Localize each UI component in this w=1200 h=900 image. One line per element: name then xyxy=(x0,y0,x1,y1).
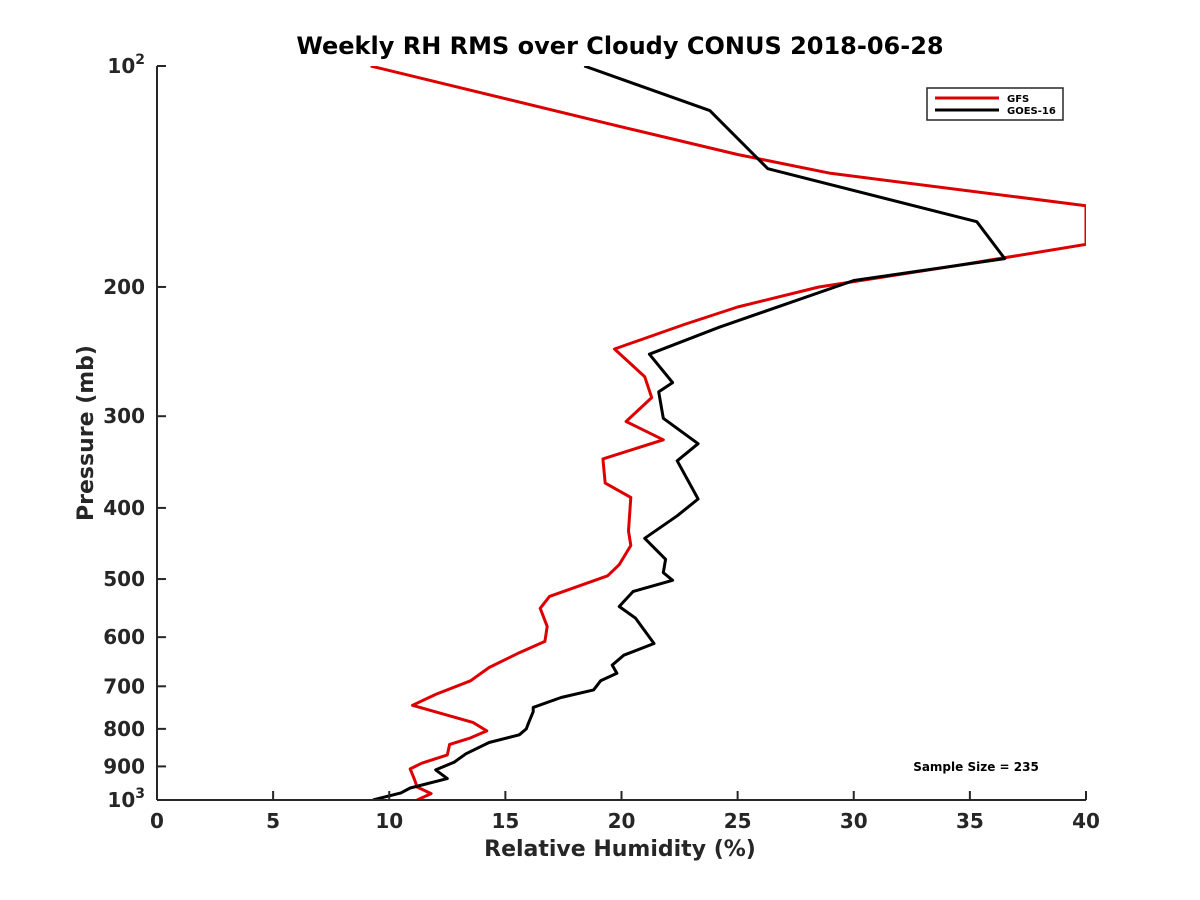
x-tick-label: 0 xyxy=(150,809,164,833)
axes-layer: 0 5 10 15 20 25 30 35 40 102 200 300 400 500 600 700 800… xyxy=(103,52,1100,833)
x-tick-label: 35 xyxy=(956,809,984,833)
y-tick-label: 600 xyxy=(103,625,145,649)
y-tick-label: 800 xyxy=(103,717,145,741)
sample-size-annotation: Sample Size = 235 xyxy=(913,760,1039,774)
series-layer xyxy=(370,66,1086,800)
x-axis-label: Relative Humidity (%) xyxy=(484,837,756,862)
x-tick-label: 20 xyxy=(608,809,636,833)
y-tick-label: 300 xyxy=(103,404,145,428)
y-tick-label: 700 xyxy=(103,674,145,698)
legend-box xyxy=(926,87,1064,121)
x-tick-label: 15 xyxy=(491,809,519,833)
x-tick-label: 25 xyxy=(724,809,752,833)
y-tick-label: 500 xyxy=(103,567,145,591)
x-tick-label: 5 xyxy=(266,809,280,833)
y-tick-label: 103 xyxy=(107,786,145,812)
y-tick-label: 900 xyxy=(103,754,145,778)
legend-label-gfs: GFS xyxy=(1007,94,1029,105)
x-tick-label: 30 xyxy=(840,809,868,833)
y-axis-label: Pressure (mb) xyxy=(74,345,99,521)
chart-title: Weekly RH RMS over Cloudy CONUS 2018-06-… xyxy=(296,32,943,60)
y-tick-label: 400 xyxy=(103,496,145,520)
y-tick-label: 200 xyxy=(103,275,145,299)
x-tick-label: 10 xyxy=(375,809,403,833)
plot-area: 0 5 10 15 20 25 30 35 40 102 200 300 400 500 600 700 800… xyxy=(103,52,1100,833)
legend-label-goes-16: GOES-16 xyxy=(1007,106,1056,117)
y-tick-label: 102 xyxy=(107,52,145,78)
x-tick-label: 40 xyxy=(1072,809,1100,833)
series-line-goes-16 xyxy=(372,66,1007,800)
